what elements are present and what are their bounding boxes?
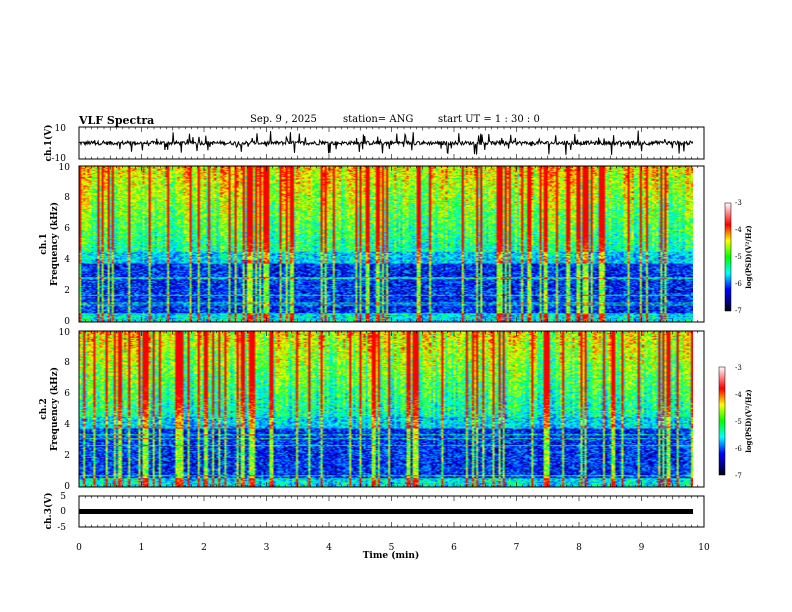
ch3-ytick-bottom: -5	[57, 523, 66, 533]
ch2-spectrogram-ylabel-frequency: Frequency (kHz)	[49, 367, 60, 451]
ch1-ytick-2: 2	[64, 286, 70, 296]
ch1-waveform-line	[78, 130, 694, 155]
ch2-ytick-10: 10	[59, 328, 71, 338]
ch1-waveform-panel: 10 -10 ch.1(V)	[43, 124, 705, 164]
x-tick-5: 5	[389, 543, 395, 553]
ch2-ytick-4: 4	[64, 420, 70, 430]
ch3-waveform-ylabel: ch.3(V)	[43, 493, 54, 530]
ch3-waveform-panel: 5 0 -5 ch.3(V)	[43, 492, 705, 533]
x-tick-4: 4	[326, 543, 332, 553]
x-axis-tick-labels: 0 1 2 3 4 5 6 7 8 9 10	[76, 543, 710, 553]
ch1-ytick-bottom: -10	[52, 154, 67, 164]
ch1-colorbar-tick-5: -5	[735, 253, 742, 261]
x-axis-ticks	[78, 127, 705, 527]
ch1-ytick-0: 0	[64, 317, 70, 327]
x-tick-0: 0	[76, 543, 82, 553]
ch1-colorbar-tick-7: -7	[735, 307, 742, 315]
ch2-spectrogram-image	[79, 331, 693, 487]
ch2-colorbar	[718, 366, 726, 476]
ch2-spectrogram-panel: 0 2 4 6 8 10 ch.2 Frequency (kHz) -3 -4 …	[39, 328, 753, 492]
ch2-colorbar-tick-3: -3	[735, 364, 742, 372]
ch2-colorbar-tick-4: -4	[735, 391, 742, 399]
x-tick-8: 8	[576, 543, 582, 553]
ch1-ytick-6: 6	[64, 224, 70, 234]
ch1-spectrogram-panel: 0 2 4 6 8 10 ch.1 Frequency (kHz) -3 -4 …	[39, 163, 753, 327]
x-tick-6: 6	[451, 543, 457, 553]
ch2-spectrogram-ylabel-channel: ch.2	[39, 398, 49, 419]
ch2-colorbar-tick-5: -5	[735, 418, 742, 426]
x-tick-2: 2	[201, 543, 207, 553]
ch2-colorbar-tick-6: -6	[735, 445, 742, 453]
ch1-colorbar-tick-4: -4	[735, 226, 742, 234]
ch3-waveform-line	[79, 509, 693, 514]
ch1-ytick-top: 10	[55, 124, 67, 134]
figure-title: VLF Spectra	[79, 114, 155, 127]
ch3-ytick-top: 5	[60, 492, 66, 502]
date-label: Sep. 9 , 2025	[250, 114, 317, 125]
ch2-ytick-6: 6	[64, 389, 70, 399]
ch1-spectrogram-image	[79, 166, 693, 322]
x-tick-10: 10	[698, 543, 710, 553]
ch1-waveform-ylabel: ch.1(V)	[43, 125, 54, 162]
ch1-ytick-8: 8	[64, 193, 70, 203]
ch2-colorbar-tick-7: -7	[735, 472, 742, 480]
x-tick-9: 9	[639, 543, 645, 553]
ch3-ytick-mid: 0	[60, 507, 66, 517]
ch2-ytick-0: 0	[64, 482, 70, 492]
ch2-ytick-2: 2	[64, 451, 70, 461]
ch1-colorbar-tick-6: -6	[735, 280, 742, 288]
ch1-ytick-10: 10	[59, 163, 71, 173]
x-axis-label: Time (min)	[363, 550, 420, 561]
start-ut-label: start UT = 1 : 30 : 0	[438, 114, 540, 125]
ch1-colorbar-label: log(PSD)(V²/Hz)	[744, 225, 753, 289]
x-tick-3: 3	[264, 543, 270, 553]
ch1-colorbar-tick-3: -3	[735, 199, 742, 207]
x-tick-1: 1	[139, 543, 145, 553]
ch2-colorbar-label: log(PSD)(V²/Hz)	[744, 389, 753, 453]
ch1-spectrogram-ylabel-channel: ch.1	[39, 233, 49, 254]
ch2-ytick-8: 8	[64, 358, 70, 368]
ch1-colorbar	[724, 202, 732, 312]
ch1-spectrogram-ylabel-frequency: Frequency (kHz)	[49, 202, 60, 286]
station-label: station= ANG	[343, 114, 414, 125]
x-tick-7: 7	[514, 543, 520, 553]
ch1-ytick-4: 4	[64, 255, 70, 265]
